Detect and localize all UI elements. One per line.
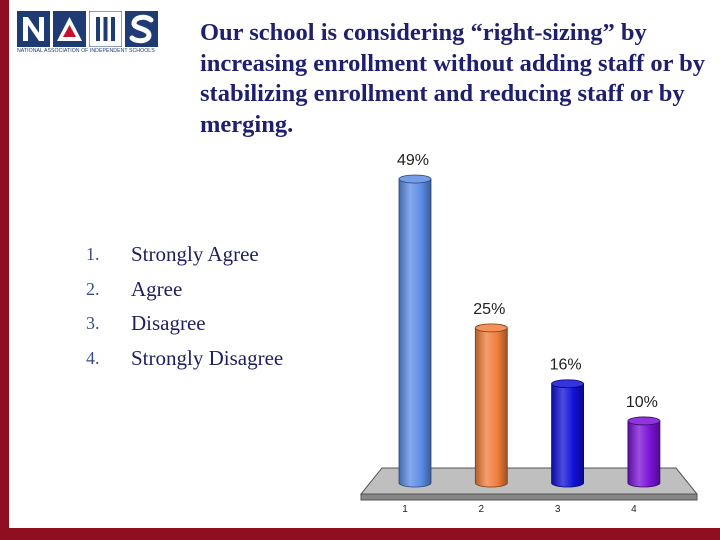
bar-3 (551, 379, 584, 488)
option-label: Strongly Disagree (131, 345, 284, 370)
bar-value-label: 16% (550, 357, 582, 374)
option-label: Strongly Agree (131, 242, 259, 266)
bar-4 (627, 416, 661, 488)
option-number: 1. (86, 244, 100, 264)
x-tick-label: 3 (555, 504, 561, 515)
bar-2 (474, 323, 508, 488)
option-number: 3. (86, 313, 100, 333)
bar-value-label: 25% (473, 301, 505, 318)
chart-floor-edge (360, 493, 698, 501)
option-label: Agree (131, 276, 183, 301)
logo-caption: NATIONAL ASSOCIATION OF INDEPENDENT SCHO… (17, 48, 155, 54)
x-tick-label: 4 (631, 504, 637, 515)
option-number: 4. (86, 347, 100, 368)
answer-options: 1. Strongly Agree 2. Agree 3. Disagree 4… (86, 237, 283, 375)
logo-letter-i: I (89, 11, 122, 47)
bar-value-label: 10% (626, 394, 658, 411)
left-accent-bar (0, 0, 9, 540)
option-label: Disagree (131, 311, 206, 335)
answer-option: 3. Disagree (86, 306, 283, 341)
x-tick-label: 2 (479, 504, 485, 515)
bottom-accent-bar (0, 528, 720, 540)
x-tick-label: 1 (402, 504, 408, 515)
logo-letter-a: A (53, 11, 86, 47)
bar-1 (398, 174, 432, 488)
answer-option: 2. Agree (86, 272, 283, 307)
slide-title: Our school is considering “right-sizing”… (200, 19, 706, 138)
logo-letter-n: N (17, 11, 50, 47)
bar-value-label: 49% (397, 152, 429, 169)
option-number: 2. (86, 278, 100, 299)
answer-option: 4. Strongly Disagree (86, 341, 283, 376)
nais-logo: N A I S (17, 11, 175, 55)
answer-option: 1. Strongly Agree (86, 237, 283, 272)
logo-letter-s: S (125, 11, 158, 47)
